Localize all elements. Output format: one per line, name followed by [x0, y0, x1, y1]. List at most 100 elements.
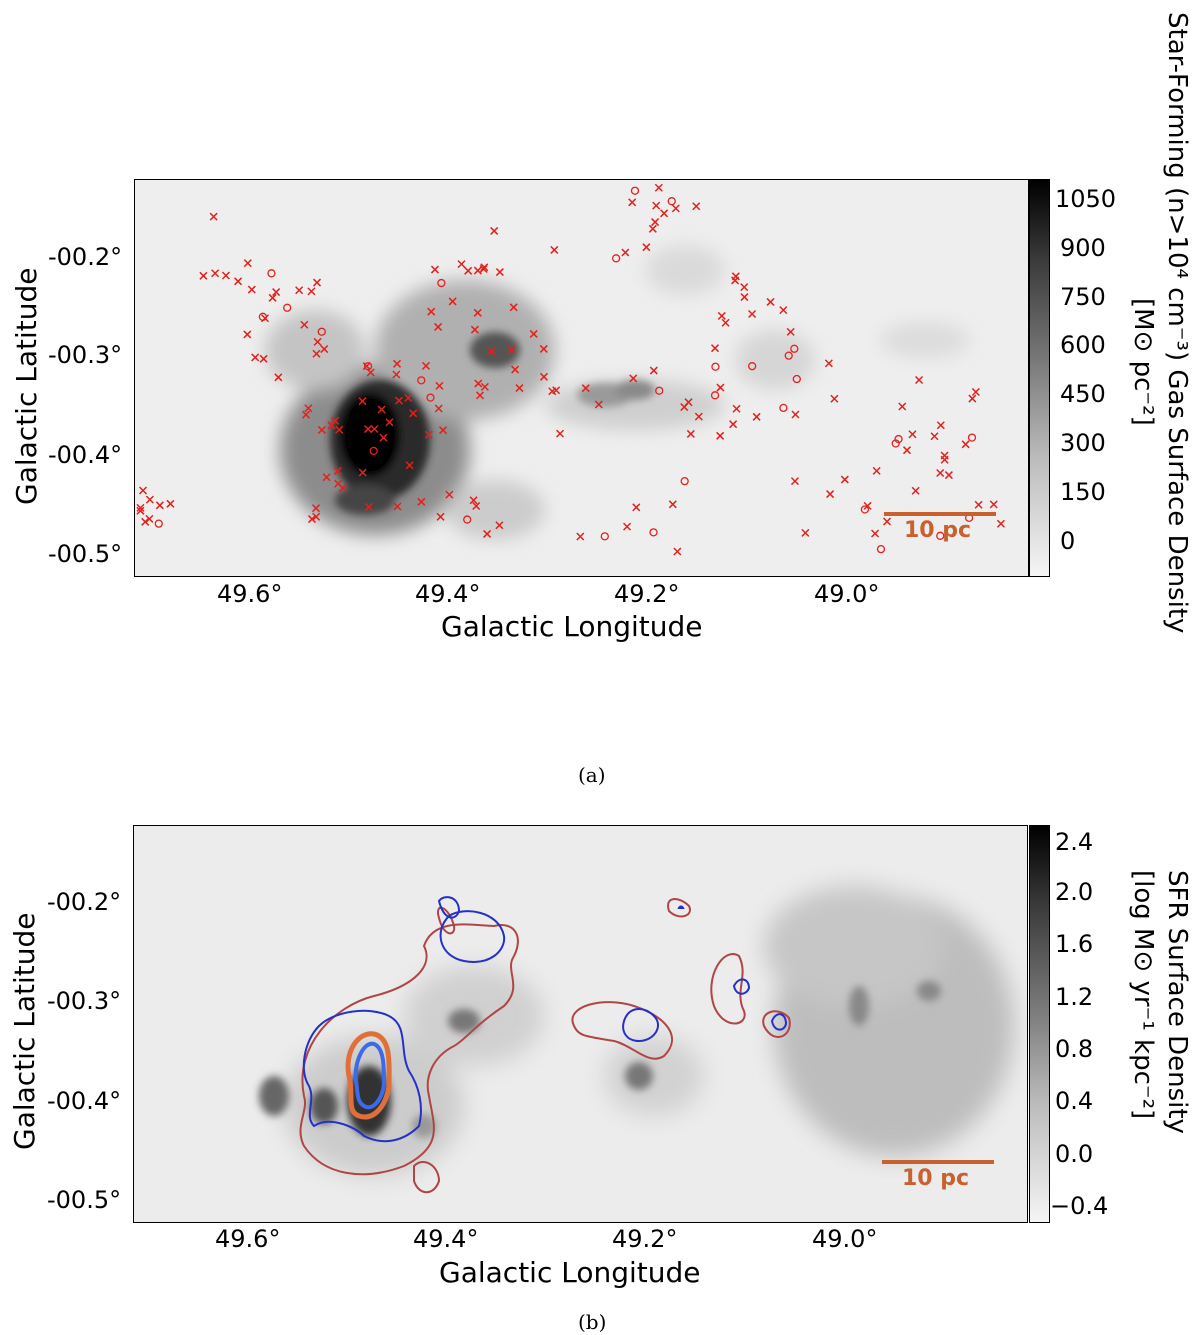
- ysc-marker-cross: [539, 344, 548, 353]
- ysc-marker-circle: [154, 519, 163, 528]
- ysc-marker-cross: [752, 412, 761, 421]
- ysc-marker-cross: [552, 386, 561, 395]
- ysc-marker-cross: [515, 384, 524, 393]
- ysc-marker-cross: [385, 418, 394, 427]
- ysc-marker-cross: [628, 198, 637, 207]
- sfr-density-image: [134, 826, 1027, 1222]
- ysc-marker-cross: [671, 204, 680, 213]
- ysc-marker-cross: [824, 359, 833, 368]
- x-tick-label: 49.2°: [614, 580, 680, 608]
- ysc-marker-cross: [421, 361, 431, 370]
- ysc-marker-cross: [581, 384, 590, 393]
- ysc-marker-cross: [623, 522, 632, 531]
- ysc-marker-cross: [436, 512, 445, 521]
- caption: (a): [578, 763, 606, 787]
- ysc-marker-cross: [379, 433, 388, 442]
- ysc-marker-cross: [686, 429, 695, 438]
- colorbar-tick: 900: [1060, 234, 1106, 262]
- ysc-marker-cross: [438, 426, 448, 435]
- ysc-marker-circle: [426, 393, 435, 402]
- ysc-marker-cross: [393, 359, 402, 368]
- ysc-marker-cross: [211, 269, 220, 278]
- ysc-marker-cross: [259, 354, 268, 363]
- ysc-marker-circle: [790, 344, 799, 353]
- ysc-marker-cross: [915, 375, 924, 385]
- ysc-marker-cross: [333, 466, 342, 475]
- ysc-marker-circle: [784, 351, 793, 360]
- ysc-marker-cross: [648, 224, 657, 233]
- ysc-marker-cross: [911, 486, 920, 495]
- ysc-marker-circle: [680, 476, 689, 486]
- ysc-marker-cross: [472, 501, 481, 511]
- ysc-marker-cross: [826, 490, 835, 499]
- ysc-marker-cross: [621, 248, 630, 257]
- scalebar: [884, 512, 996, 516]
- ysc-marker-circle: [600, 532, 609, 541]
- ysc-marker-cross: [673, 547, 682, 556]
- ysc-marker-cross: [166, 499, 175, 508]
- colorbar-tick: 2.0: [1055, 878, 1094, 906]
- ysc-marker-circle: [936, 531, 945, 540]
- ysc-marker-cross: [247, 285, 256, 294]
- ysc-marker-cross: [490, 226, 499, 235]
- ysc-marker-cross: [495, 521, 504, 530]
- ysc-marker-cross: [364, 425, 373, 434]
- ysc-marker-cross: [313, 337, 322, 346]
- ysc-markers: [136, 183, 1005, 556]
- y-axis-title: Galactic Latitude: [8, 912, 41, 1150]
- ysc-marker-cross: [393, 502, 402, 511]
- ysc-marker-circle: [894, 434, 903, 444]
- ysc-marker-cross: [234, 277, 243, 286]
- x-tick-label: 49.6°: [217, 580, 283, 608]
- ysc-marker-cross: [529, 329, 538, 338]
- x-tick-label: 49.0°: [814, 580, 880, 608]
- ysc-marker-cross: [430, 265, 439, 274]
- x-tick-label: 49.0°: [812, 1225, 878, 1253]
- ysc-marker-cross: [312, 278, 322, 287]
- colorbar-tick: 450: [1060, 380, 1106, 408]
- ysc-marker-circle: [710, 391, 720, 400]
- ysc-marker-cross: [971, 387, 980, 397]
- y-tick-label: -00.2°: [47, 888, 122, 916]
- ysc-marker-cross: [464, 266, 473, 275]
- ysc-marker-cross: [427, 307, 436, 316]
- ysc-marker-cross: [732, 404, 741, 413]
- ysc-marker-cross: [930, 432, 939, 441]
- ysc-marker-cross: [871, 529, 880, 538]
- ysc-marker-cross: [404, 393, 413, 403]
- ysc-marker-cross: [307, 287, 316, 296]
- ysc-marker-cross: [660, 209, 669, 218]
- colorbar-tick: 1050: [1055, 185, 1117, 213]
- ysc-marker-cross: [322, 473, 331, 482]
- ysc-marker-cross: [483, 529, 492, 538]
- ysc-marker-circle: [876, 544, 886, 554]
- ysc-marker-circle: [860, 505, 870, 514]
- ysc-marker-cross: [786, 327, 795, 336]
- ysc-marker-cross: [136, 506, 145, 515]
- ysc-marker-cross: [457, 260, 466, 269]
- ysc-marker-cross: [902, 446, 912, 455]
- ysc-marker-cross: [300, 320, 309, 329]
- ysc-marker-cross: [830, 394, 839, 403]
- ysc-marker-cross: [748, 309, 757, 319]
- ysc-marker-cross: [996, 519, 1005, 528]
- ysc-marker-circle: [748, 362, 757, 371]
- ysc-marker-cross: [716, 383, 725, 392]
- ysc-marker-cross: [507, 345, 516, 354]
- ysc-marker-circle: [779, 403, 788, 413]
- ysc-marker-cross: [791, 410, 800, 419]
- ysc-marker-cross: [740, 293, 749, 302]
- ysc-marker-cross: [272, 288, 281, 297]
- ysc-marker-cross: [480, 382, 489, 391]
- ysc-marker-cross: [470, 325, 479, 334]
- colorbar: [1029, 179, 1050, 577]
- ysc-marker-cross: [974, 500, 983, 509]
- colorbar-tick: −0.4: [1050, 1192, 1109, 1220]
- colorbar-tick: 300: [1060, 429, 1106, 457]
- ysc-marker-cross: [243, 330, 252, 339]
- ysc-marker-circle: [655, 386, 664, 395]
- ysc-marker-cross: [392, 370, 401, 379]
- ysc-marker-circle: [417, 376, 426, 385]
- ysc-marker-cross: [495, 268, 504, 277]
- colorbar-tick: 750: [1060, 283, 1106, 311]
